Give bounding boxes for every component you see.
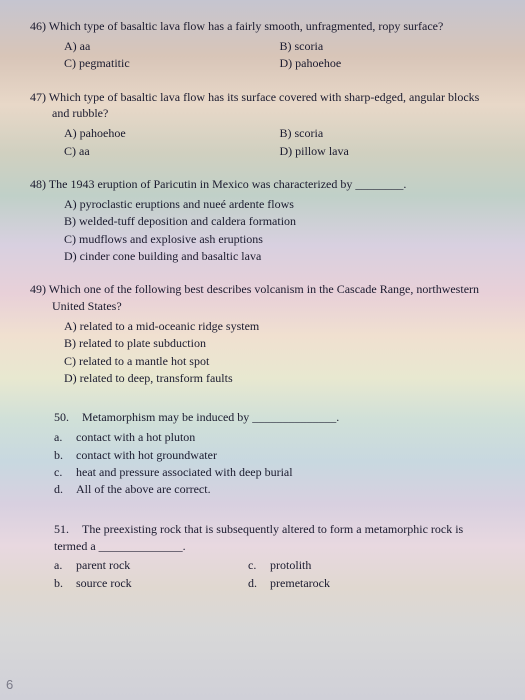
question-number: 46) — [30, 19, 46, 33]
choices: A) related to a mid-oceanic ridge system… — [30, 318, 495, 388]
choices: a.parent rock c.protolith b.source rock … — [30, 557, 495, 592]
choice-c: C) related to a mantle hot spot — [64, 353, 495, 370]
choice-b: b.source rock — [54, 575, 248, 592]
question-text: Which one of the following best describe… — [49, 282, 479, 313]
question-number: 51. — [54, 521, 82, 538]
choice-c: C) aa — [64, 143, 280, 160]
page-number: 6 — [6, 677, 13, 692]
choice-a: a.contact with a hot pluton — [54, 429, 495, 446]
question-51: 51.The preexisting rock that is subseque… — [30, 521, 495, 592]
question-number: 50. — [54, 409, 82, 426]
question-text: Which type of basaltic lava flow has its… — [49, 90, 480, 121]
choice-d: D) pillow lava — [280, 143, 496, 160]
choices: A) aa C) pegmatitic B) scoria D) pahoeho… — [30, 38, 495, 73]
choices: a.contact with a hot pluton b.contact wi… — [30, 429, 495, 499]
question-number: 48) — [30, 177, 46, 191]
question-50: 50.Metamorphism may be induced by ______… — [30, 409, 495, 498]
choice-c: c.heat and pressure associated with deep… — [54, 464, 495, 481]
choices: A) pahoehoe C) aa B) scoria D) pillow la… — [30, 125, 495, 160]
question-stem: 46) Which type of basaltic lava flow has… — [30, 18, 495, 35]
question-46: 46) Which type of basaltic lava flow has… — [30, 18, 495, 73]
choice-d: d.All of the above are correct. — [54, 481, 495, 498]
question-48: 48) The 1943 eruption of Paricutin in Me… — [30, 176, 495, 265]
choice-c: C) pegmatitic — [64, 55, 280, 72]
choice-a: A) aa — [64, 38, 280, 55]
choice-a: A) pyroclastic eruptions and nueé ardent… — [64, 196, 495, 213]
choice-a: A) pahoehoe — [64, 125, 280, 142]
choice-c: c.protolith — [248, 557, 495, 574]
choice-d: d.premetarock — [248, 575, 495, 592]
choice-a: a.parent rock — [54, 557, 248, 574]
question-stem: 51.The preexisting rock that is subseque… — [30, 521, 495, 555]
choices: A) pyroclastic eruptions and nueé ardent… — [30, 196, 495, 266]
choice-b: B) welded-tuff deposition and caldera fo… — [64, 213, 495, 230]
choice-b: B) scoria — [280, 125, 496, 142]
question-49: 49) Which one of the following best desc… — [30, 281, 495, 387]
question-text: Metamorphism may be induced by _________… — [82, 410, 339, 424]
question-stem: 47) Which type of basaltic lava flow has… — [30, 89, 495, 123]
choice-b: b.contact with hot groundwater — [54, 447, 495, 464]
question-stem: 49) Which one of the following best desc… — [30, 281, 495, 315]
choice-d: D) pahoehoe — [280, 55, 496, 72]
choice-b: B) scoria — [280, 38, 496, 55]
choice-a: A) related to a mid-oceanic ridge system — [64, 318, 495, 335]
choice-d: D) related to deep, transform faults — [64, 370, 495, 387]
question-number: 49) — [30, 282, 46, 296]
question-text: Which type of basaltic lava flow has a f… — [49, 19, 444, 33]
choice-d: D) cinder cone building and basaltic lav… — [64, 248, 495, 265]
question-stem: 50.Metamorphism may be induced by ______… — [30, 409, 495, 426]
choice-c: C) mudflows and explosive ash eruptions — [64, 231, 495, 248]
choice-b: B) related to plate subduction — [64, 335, 495, 352]
question-text: The preexisting rock that is subsequentl… — [54, 522, 463, 553]
question-number: 47) — [30, 90, 46, 104]
question-text: The 1943 eruption of Paricutin in Mexico… — [49, 177, 407, 191]
question-47: 47) Which type of basaltic lava flow has… — [30, 89, 495, 160]
question-stem: 48) The 1943 eruption of Paricutin in Me… — [30, 176, 495, 193]
